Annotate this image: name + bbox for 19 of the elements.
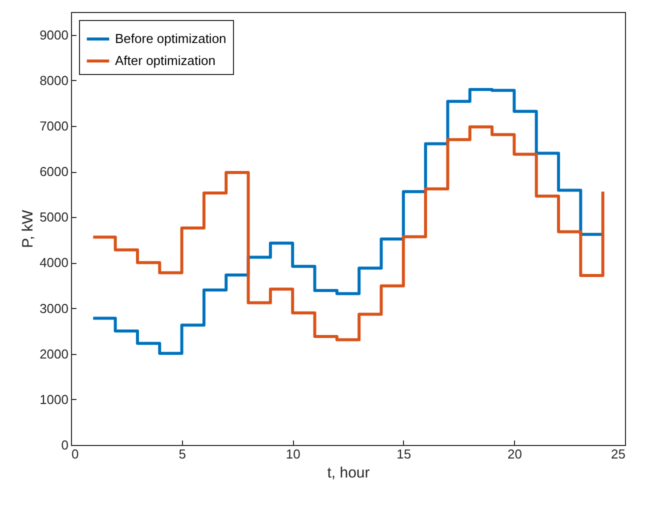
y-tick-label: 6000: [40, 164, 68, 180]
legend-label: Before optimization: [115, 31, 226, 46]
legend-label: After optimization: [115, 53, 216, 68]
y-tick-label: 5000: [40, 210, 68, 225]
x-axis-title: t, hour: [327, 464, 370, 482]
x-tick-label: 10: [286, 446, 300, 462]
x-tick-label: 0: [72, 446, 79, 462]
x-tick-label: 15: [396, 446, 412, 462]
y-tick-label: 8000: [40, 72, 68, 88]
y-axis-title: P, kW: [20, 209, 37, 248]
y-tick-label: 2000: [40, 346, 68, 362]
y-tick-label: 1000: [40, 392, 68, 407]
y-tick-label: 9000: [40, 27, 68, 42]
x-tick-label: 5: [178, 446, 186, 462]
y-tick-label: 3000: [40, 300, 68, 316]
x-tick-label: 20: [507, 446, 522, 462]
y-tick-label: 7000: [40, 118, 68, 134]
x-tick-label: 25: [611, 446, 626, 462]
y-tick-label: 4000: [40, 255, 68, 270]
